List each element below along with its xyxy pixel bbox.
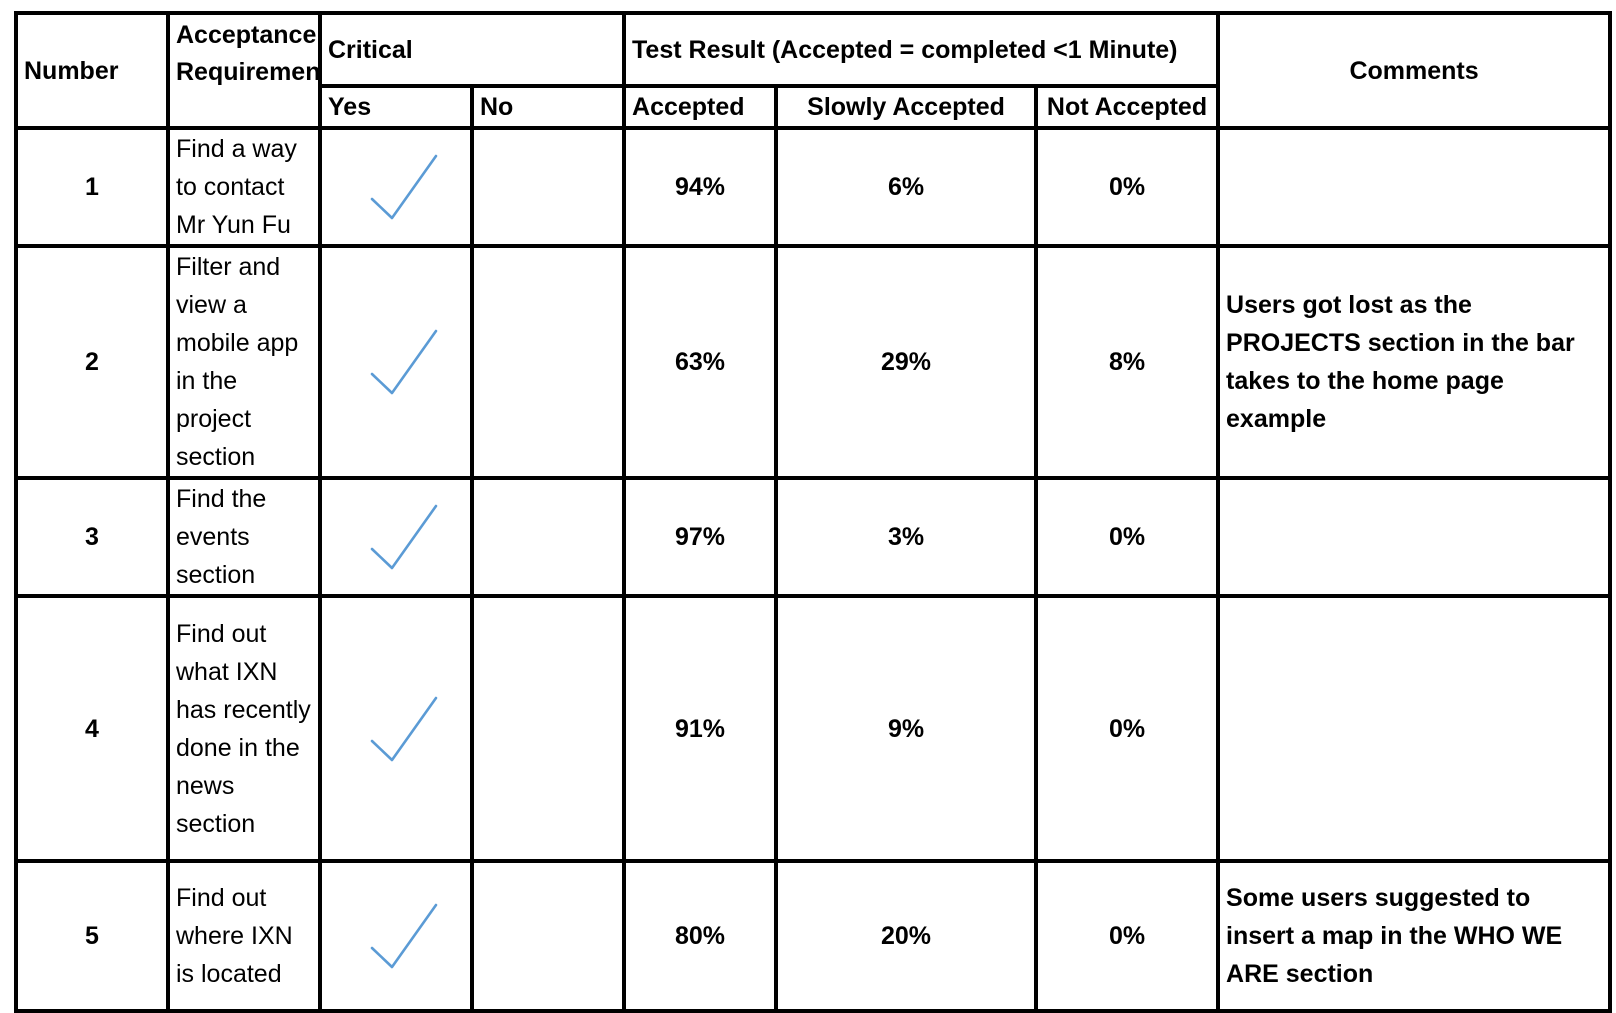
header-acceptance-requirement: Acceptance Requirement (166, 11, 322, 130)
header-yes: Yes (318, 84, 474, 130)
accepted-value: 97% (622, 476, 779, 598)
not-accepted-value: 0% (1034, 476, 1221, 598)
slowly-accepted-value: 3% (774, 476, 1039, 598)
acceptance-test-table: Number Acceptance Requirement Critical T… (14, 11, 1613, 1013)
row-comment (1216, 126, 1613, 248)
row-comment: Users got lost as the PROJECTS section i… (1216, 244, 1613, 480)
critical-yes-cell (318, 126, 474, 248)
table-row: 3 Find the events section 97% 3% 0% (14, 476, 1613, 598)
critical-no-cell (469, 244, 627, 480)
row-requirement: Find out what IXN has recently done in t… (166, 594, 322, 863)
table-row: 2 Filter and view a mobile app in the pr… (14, 244, 1613, 480)
critical-yes-cell (318, 244, 474, 480)
row-requirement: Find out where IXN is located (166, 859, 322, 1013)
header-not-accepted: Not Accepted (1034, 84, 1221, 130)
header-row-top: Number Acceptance Requirement Critical T… (14, 11, 1613, 130)
row-comment: Some users suggested to insert a map in … (1216, 859, 1613, 1013)
accepted-value: 80% (622, 859, 779, 1013)
checkmark-icon (370, 696, 438, 761)
table-row: 1 Find a way to contact Mr Yun Fu 94% 6%… (14, 126, 1613, 248)
row-requirement: Find the events section (166, 476, 322, 598)
header-slowly-accepted: Slowly Accepted (774, 84, 1039, 130)
table-row: 5 Find out where IXN is located 80% 20% … (14, 859, 1613, 1013)
row-number: 2 (14, 244, 170, 480)
row-number: 5 (14, 859, 170, 1013)
checkmark-icon (370, 504, 438, 570)
slowly-accepted-value: 29% (774, 244, 1039, 480)
critical-no-cell (469, 476, 627, 598)
header-no: No (469, 84, 627, 130)
row-number: 3 (14, 476, 170, 598)
critical-no-cell (469, 126, 627, 248)
checkmark-icon (370, 903, 438, 969)
checkmark-icon (370, 154, 438, 220)
accepted-value: 91% (622, 594, 779, 863)
critical-no-cell (469, 594, 627, 863)
not-accepted-value: 0% (1034, 126, 1221, 248)
slowly-accepted-value: 9% (774, 594, 1039, 863)
critical-no-cell (469, 859, 627, 1013)
not-accepted-value: 0% (1034, 594, 1221, 863)
checkmark-icon (370, 329, 438, 395)
slowly-accepted-value: 20% (774, 859, 1039, 1013)
row-requirement: Filter and view a mobile app in the proj… (166, 244, 322, 480)
accepted-value: 63% (622, 244, 779, 480)
header-row-sub: Yes No Accepted Slowly Accepted Not Acce… (16, 84, 1610, 130)
row-number: 1 (14, 126, 170, 248)
row-number: 4 (14, 594, 170, 863)
row-comment (1216, 594, 1613, 863)
not-accepted-value: 0% (1034, 859, 1221, 1013)
header-number: Number (14, 11, 170, 130)
accepted-value: 94% (622, 126, 779, 248)
slowly-accepted-value: 6% (774, 126, 1039, 248)
critical-yes-cell (318, 594, 474, 863)
header-test-result: Test Result (Accepted = completed <1 Min… (622, 11, 1221, 88)
row-requirement: Find a way to contact Mr Yun Fu (166, 126, 322, 248)
header-comments: Comments (1216, 11, 1613, 130)
not-accepted-value: 8% (1034, 244, 1221, 480)
row-comment (1216, 476, 1613, 598)
table-row: 4 Find out what IXN has recently done in… (14, 594, 1613, 863)
header-accepted: Accepted (622, 84, 779, 130)
critical-yes-cell (318, 476, 474, 598)
critical-yes-cell (318, 859, 474, 1013)
header-critical: Critical (317, 11, 627, 88)
